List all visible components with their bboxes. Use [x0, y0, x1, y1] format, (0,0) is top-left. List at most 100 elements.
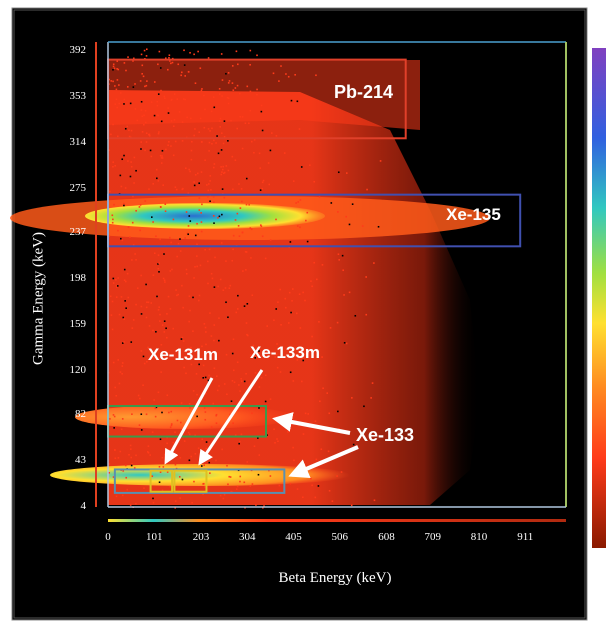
speckle-dot: [289, 371, 292, 374]
speckle-dot: [196, 265, 198, 268]
speckle-dot: [154, 407, 157, 410]
speckle-dot: [121, 239, 123, 242]
speckle-dot: [188, 168, 190, 171]
speckle-dot: [213, 163, 216, 165]
speckle-dot: [191, 501, 193, 504]
speckle-dot: [261, 129, 264, 132]
speckle-dot: [143, 362, 146, 365]
speckle-dot: [108, 235, 110, 237]
speckle-dot: [241, 147, 244, 150]
speckle-dot: [314, 496, 317, 499]
speckle-dot: [117, 277, 119, 279]
roi-box-xe-133: [113, 468, 286, 494]
speckle-dot: [182, 187, 184, 190]
y-tick-label: 237: [69, 226, 87, 239]
speckle-dot: [116, 79, 119, 81]
speckle-dot: [302, 496, 304, 499]
y-tick-label: 353: [69, 90, 87, 103]
speckle-dot: [270, 132, 273, 134]
speckle-dot: [163, 253, 165, 255]
speckle-dot: [160, 343, 163, 346]
speckle-dot: [145, 55, 148, 57]
speckle-dot: [170, 145, 172, 147]
arrow-xe133-upper: [272, 412, 351, 435]
speckle-dot: [204, 418, 207, 421]
speckle-dot: [172, 327, 175, 330]
speckle-dot: [264, 257, 267, 260]
speckle-dot: [287, 75, 290, 78]
speckle-dot: [186, 116, 188, 119]
speckle-dot: [155, 330, 157, 333]
speckle-dot: [217, 216, 219, 219]
speckle-dot: [267, 162, 270, 164]
speckle-dot: [204, 411, 207, 413]
speckle-dot: [193, 181, 195, 183]
speckle-dot: [220, 132, 223, 134]
speckle-dot: [148, 188, 150, 190]
speckle-dot: [154, 415, 157, 418]
speckle-dot: [245, 268, 247, 271]
speckle-dot: [194, 434, 196, 437]
speckle-dot: [108, 471, 110, 474]
speckle-dot: [108, 78, 110, 81]
label-xe133m: Xe-133m: [250, 343, 320, 362]
speckle-dot: [188, 459, 191, 462]
speckle-dot: [119, 450, 122, 453]
speckle-dot: [129, 444, 132, 447]
speckle-dot: [207, 128, 210, 130]
speckle-dot: [261, 187, 264, 190]
speckle-dot: [218, 120, 221, 122]
speckle-dot: [156, 295, 158, 298]
speckle-dot: [167, 295, 170, 298]
speckle-dot: [224, 287, 227, 289]
speckle-dot: [230, 119, 232, 122]
speckle-dot: [214, 256, 216, 259]
speckle-dot: [210, 335, 213, 337]
speckle-dot: [314, 420, 317, 423]
speckle-dot: [121, 158, 124, 161]
speckle-dot: [284, 297, 286, 300]
speckle-dot: [128, 129, 130, 132]
speckle-dot: [188, 402, 191, 405]
speckle-dot: [225, 72, 227, 75]
speckle-dot: [143, 123, 145, 126]
speckle-dot: [140, 141, 143, 143]
speckle-dot: [246, 333, 248, 336]
speckle-dot: [204, 392, 207, 395]
speckle-dot: [260, 225, 263, 228]
speckle-dot: [289, 482, 292, 485]
speckle-dot: [207, 282, 209, 285]
speckle-dot: [190, 149, 193, 152]
speckle-dot: [131, 413, 133, 415]
speckle-dot: [121, 365, 124, 367]
speckle-dot: [199, 117, 202, 120]
speckle-dot: [218, 93, 221, 95]
speckle-dot: [183, 64, 186, 66]
speckle-dot: [130, 165, 133, 168]
speckle-dot: [150, 101, 153, 103]
speckle-dot: [169, 485, 172, 488]
speckle-dot: [284, 306, 287, 309]
speckle-dot: [189, 220, 192, 222]
speckle-dot: [377, 225, 380, 228]
speckle-dot: [158, 131, 160, 133]
speckle-dot: [209, 130, 211, 132]
speckle-dot: [170, 98, 173, 101]
label-xe131m: Xe-131m: [148, 345, 218, 364]
speckle-dot: [227, 72, 230, 74]
annotation-arrows: [164, 369, 359, 478]
speckle-dot: [241, 200, 243, 203]
speckle-dot: [193, 277, 195, 279]
speckle-dot: [243, 380, 246, 383]
speckle-dot: [237, 294, 239, 297]
speckle-dot: [213, 324, 216, 326]
speckle-dot: [201, 203, 203, 206]
speckle-dot: [161, 489, 164, 492]
speckle-dot: [222, 497, 225, 500]
speckle-dot: [250, 257, 252, 259]
speckle-dot: [182, 340, 185, 342]
speckle-dot: [136, 287, 139, 289]
speckle-dot: [296, 488, 299, 490]
speckle-dot: [203, 407, 206, 409]
speckle-dot: [190, 455, 193, 458]
